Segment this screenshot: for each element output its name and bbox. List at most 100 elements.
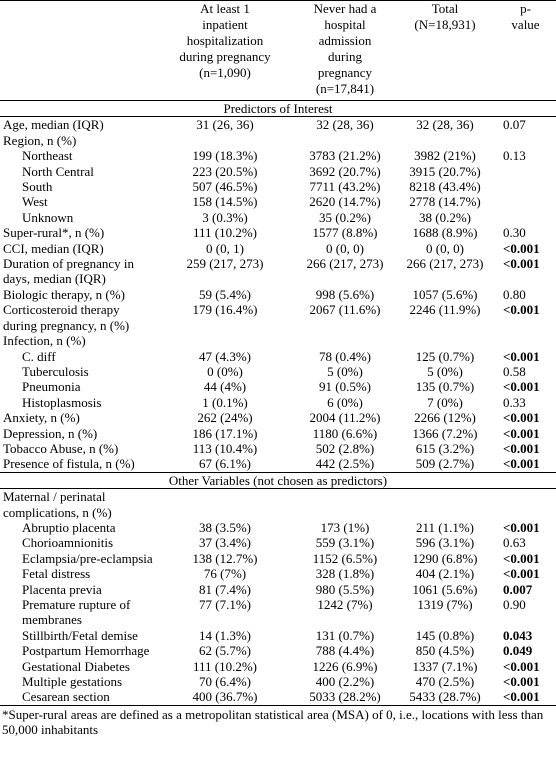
- section-row: Predictors of Interest: [0, 99, 556, 118]
- cell-value: 1319 (7%): [417, 597, 473, 612]
- cell-value: 77 (7.1%): [199, 597, 251, 612]
- data-row: Unknown 3 (0.3%) 35 (0.2%) 38 (0.2%): [0, 210, 556, 225]
- cell-value: 2067 (11.6%): [309, 302, 381, 318]
- cell: [495, 194, 556, 209]
- p-value: <0.001: [503, 674, 540, 690]
- cell-value: 199 (18.3%): [192, 148, 258, 164]
- p-value: 0.049: [503, 643, 533, 659]
- row-label: Eclampsia/pre-eclampsia: [22, 550, 153, 566]
- cell-value: 131 (0.7%): [315, 627, 375, 643]
- p-value: <0.001: [503, 410, 540, 426]
- row-label: Multiple gestations: [22, 674, 123, 690]
- row-label: Super-rural*, n (%): [3, 225, 105, 241]
- row-label: Placenta previa: [22, 581, 102, 597]
- cell-value: 259 (217, 273): [186, 256, 264, 272]
- cell-value: 1152 (6.5%): [312, 550, 378, 566]
- footnote: *Super-rural areas are defined as a metr…: [2, 706, 544, 737]
- data-row: Cesarean section 400 (36.7%) 5033 (28.2%) 5…: [0, 689, 556, 706]
- header-row: At least 1 inpatient hospitalization during…: [0, 0, 556, 101]
- data-row: Tuberculosis 0 (0%) 5 (0%) 5 (0%) 0.58: [0, 364, 556, 379]
- data-row: Anxiety, n (%) 262 (24%) 2004 (11.2%) 2266 …: [0, 410, 556, 425]
- cell-value: 1688 (8.9%): [412, 225, 478, 241]
- section-row: Other Variables (not chosen as predictor…: [0, 471, 556, 490]
- row-label: CCI, median (IQR): [3, 240, 104, 256]
- data-row: Fetal distress 76 (7%) 328 (1.8%) 404 (2.1%…: [0, 566, 556, 581]
- p-value: 0.33: [503, 394, 526, 410]
- row-label: Fetal distress: [22, 566, 91, 582]
- data-row: Age, median (IQR) 31 (26, 36) 32 (28, 36) 3…: [0, 117, 556, 133]
- cell-value: 266 (217, 273): [306, 256, 384, 272]
- cell-value: 3692 (20.7%): [309, 163, 381, 179]
- cell-value: 81 (7.4%): [199, 581, 251, 597]
- cell-value: 0 (0%): [207, 363, 243, 379]
- cell-value: 14 (1.3%): [199, 627, 251, 643]
- row-label: North Central: [22, 163, 94, 179]
- header-line: during: [328, 49, 362, 64]
- cell-value: 262 (24%): [197, 410, 253, 426]
- p-value: 0.07: [503, 117, 526, 133]
- cell-value: 3 (0.3%): [202, 209, 248, 225]
- data-row: Tobacco Abuse, n (%) 113 (10.4%) 502 (2.8%…: [0, 441, 556, 456]
- header-line: p-: [520, 1, 531, 16]
- cell-value: 615 (3.2%): [415, 440, 475, 456]
- cell-value: 404 (2.1%): [415, 566, 475, 582]
- data-row: North Central 223 (20.5%) 3692 (20.7%) 3915…: [0, 164, 556, 179]
- p-value: <0.001: [503, 658, 540, 674]
- header-line: Total: [431, 1, 459, 16]
- data-row: West 158 (14.5%) 2620 (14.7%) 2778 (14.7%): [0, 194, 556, 209]
- cell-value: 400 (36.7%): [155, 689, 295, 706]
- cell-value: 266 (217, 273): [406, 256, 484, 272]
- cell-value: 1290 (6.8%): [412, 550, 478, 566]
- header-line: hospitalization: [186, 33, 264, 48]
- cell-value: 5033 (28.2%): [295, 689, 395, 706]
- cell-value: 211 (1.1%): [415, 519, 474, 535]
- header-line: (N=18,931): [414, 17, 476, 32]
- cell-value: 67 (6.1%): [199, 456, 251, 472]
- cell-value: 31 (26, 36): [196, 117, 254, 133]
- cell-value: 113 (10.4%): [192, 440, 258, 456]
- data-row: Duration of pregnancy in days, median (I…: [0, 256, 556, 287]
- p-value: 0.007: [503, 581, 533, 597]
- p-value: 0.63: [503, 535, 526, 551]
- cell-value: 70 (6.4%): [199, 674, 251, 690]
- cell-value: 6 (0%): [327, 394, 363, 410]
- row-label: Biologic therapy, n (%): [3, 286, 125, 302]
- row-label: Chorioamnionitis: [22, 535, 113, 551]
- cell-value: 35 (0.2%): [319, 209, 371, 225]
- cell-value: 0 (0, 1): [206, 240, 244, 256]
- cell-value: 145 (0.8%): [415, 627, 475, 643]
- cell: [495, 164, 556, 179]
- data-row: Super-rural*, n (%) 111 (10.2%) 1577 (8.8%…: [0, 225, 556, 240]
- cell-value: 111 (10.2%): [192, 225, 258, 241]
- p-value: <0.001: [503, 440, 540, 456]
- cell-value: 158 (14.5%): [192, 194, 258, 210]
- cell-value: 0 (0, 0): [426, 240, 464, 256]
- cell-value: 8218 (43.4%): [409, 179, 481, 195]
- cell-value: 5433 (28.7%): [395, 689, 495, 706]
- cell-value: 111 (10.2%): [192, 658, 258, 674]
- data-row: Infection, n (%): [0, 333, 556, 348]
- data-row: Chorioamnionitis 37 (3.4%) 559 (3.1%) 596 (…: [0, 535, 556, 550]
- cell-value: 998 (5.6%): [315, 286, 375, 302]
- data-row: CCI, median (IQR) 0 (0, 1) 0 (0, 0) 0 (0, 0…: [0, 241, 556, 256]
- data-row: Eclampsia/pre-eclampsia 138 (12.7%) 1152 (…: [0, 551, 556, 566]
- p-value: <0.001: [503, 519, 540, 535]
- data-row: Pneumonia 44 (4%) 91 (0.5%) 135 (0.7%) <0.00…: [0, 379, 556, 394]
- cell-value: 91 (0.5%): [319, 379, 371, 395]
- row-label: Abruptio placenta: [22, 519, 116, 535]
- header-line: inpatient: [202, 17, 248, 32]
- cell-value: 559 (3.1%): [315, 535, 375, 551]
- p-value: 0.58: [503, 363, 526, 379]
- row-label: Postpartum Hemorrhage: [22, 643, 150, 659]
- column-header: p-value: [495, 1, 556, 101]
- p-value: 0.043: [503, 627, 533, 643]
- data-row: Depression, n (%) 186 (17.1%) 1180 (6.6%) 1…: [0, 426, 556, 441]
- cell-value: 44 (4%): [203, 379, 247, 395]
- row-label: Pneumonia: [22, 379, 81, 395]
- cell: [495, 333, 556, 348]
- data-row: South 507 (46.5%) 7711 (43.2%) 8218 (43.4%): [0, 179, 556, 194]
- cell-value: 135 (0.7%): [415, 379, 475, 395]
- row-label: Depression, n (%): [3, 425, 98, 441]
- cell-value: 179 (16.4%): [192, 302, 258, 318]
- cell-value: 3783 (21.2%): [309, 148, 381, 164]
